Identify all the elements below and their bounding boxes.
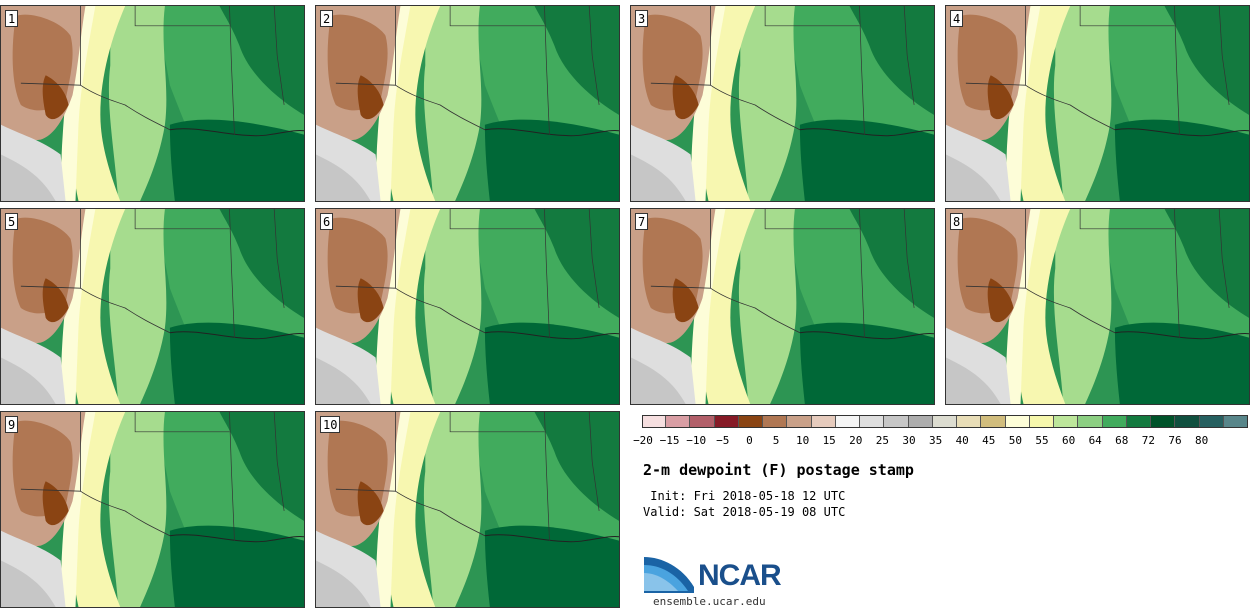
- colorbar-cell: [1005, 415, 1030, 428]
- colorbar-tick-label: 64: [1088, 434, 1102, 447]
- member-number: 7: [635, 213, 649, 230]
- colorbar-cell: [1151, 415, 1176, 428]
- chart-title: 2-m dewpoint (F) postage stamp: [643, 461, 914, 479]
- colorbar-cell: [714, 415, 739, 428]
- ncar-swoosh-icon: [644, 557, 694, 593]
- ensemble-member-panel: 6: [315, 208, 620, 405]
- colorbar-cell: [666, 415, 691, 428]
- colorbar-cell: [690, 415, 715, 428]
- colorbar-cell: [1029, 415, 1055, 428]
- colorbar-cell: [763, 415, 788, 428]
- colorbar-tick-label: 5: [772, 434, 780, 447]
- colorbar-cell: [738, 415, 764, 428]
- dewpoint-map: [316, 412, 619, 607]
- dewpoint-map: [1, 6, 304, 201]
- colorbar-tick-label: 68: [1115, 434, 1129, 447]
- colorbar-tick-label: 30: [902, 434, 916, 447]
- colorbar-tick-label: −10: [686, 434, 707, 447]
- colorbar-cell: [932, 415, 958, 428]
- member-number: 6: [320, 213, 334, 230]
- valid-time: Valid: Sat 2018-05-19 08 UTC: [643, 505, 846, 519]
- colorbar-cell: [860, 415, 885, 428]
- dewpoint-map: [631, 6, 934, 201]
- ensemble-member-panel: 7: [630, 208, 935, 405]
- ncar-logo-text: NCAR: [698, 559, 782, 592]
- member-number: 4: [950, 10, 964, 27]
- ensemble-member-panel: 2: [315, 5, 620, 202]
- dewpoint-map: [316, 6, 619, 201]
- colorbar-tick-label: 45: [982, 434, 996, 447]
- ensemble-member-panel: 4: [945, 5, 1250, 202]
- ensemble-url[interactable]: ensemble.ucar.edu: [653, 595, 766, 608]
- member-number: 8: [950, 213, 964, 230]
- dewpoint-map: [1, 412, 304, 607]
- member-number: 3: [635, 10, 649, 27]
- colorbar-cell: [1199, 415, 1224, 428]
- init-time: Init: Fri 2018-05-18 12 UTC: [643, 489, 846, 503]
- colorbar-tick-label: 0: [746, 434, 753, 447]
- dewpoint-map: [1, 209, 304, 404]
- colorbar-cell: [981, 415, 1006, 428]
- colorbar-cell: [642, 415, 667, 428]
- colorbar-cell: [1054, 415, 1079, 428]
- colorbar-tick-label: 10: [795, 434, 810, 447]
- dewpoint-map: [631, 209, 934, 404]
- dewpoint-map: [316, 209, 619, 404]
- colorbar-tick-label: 72: [1141, 434, 1156, 447]
- colorbar-tick-label: −5: [716, 434, 730, 447]
- ensemble-member-panel: 8: [945, 208, 1250, 405]
- colorbar-tick-label: 50: [1008, 434, 1023, 447]
- dewpoint-map: [946, 6, 1249, 201]
- ensemble-member-panel: 9: [0, 411, 305, 608]
- colorbar-cell: [1126, 415, 1152, 428]
- ncar-logo: NCAR: [642, 553, 792, 595]
- colorbar: −20 −15 −10 −5 0 5 10 15 20 25 30 35 40 45 50 55 60 64 68 7…: [633, 415, 1248, 447]
- colorbar-cell: [908, 415, 933, 428]
- colorbar-tick-label: 76: [1168, 434, 1182, 447]
- colorbar-tick-label: 40: [955, 434, 969, 447]
- ensemble-member-panel: 5: [0, 208, 305, 405]
- colorbar-tick-label: −15: [659, 434, 680, 447]
- ensemble-member-panel: 10: [315, 411, 620, 608]
- colorbar-tick-label: 25: [875, 434, 890, 447]
- colorbar-tick-label: 60: [1061, 434, 1076, 447]
- colorbar-cell: [1175, 415, 1200, 428]
- colorbar-cell: [1102, 415, 1127, 428]
- ensemble-member-panel: 3: [630, 5, 935, 202]
- colorbar-tick-label: 55: [1035, 434, 1049, 447]
- colorbar-cell: [957, 415, 982, 428]
- ensemble-member-panel: 1: [0, 5, 305, 202]
- member-number: 9: [5, 416, 19, 433]
- colorbar-cell: [1078, 415, 1103, 428]
- member-number: 1: [5, 10, 19, 27]
- colorbar-frame: [642, 415, 1248, 428]
- member-number: 5: [5, 213, 19, 230]
- colorbar-cell: [787, 415, 812, 428]
- member-number: 2: [320, 10, 334, 27]
- colorbar-cell: [884, 415, 909, 428]
- colorbar-cell: [835, 415, 861, 428]
- colorbar-tick-label: 15: [822, 434, 836, 447]
- dewpoint-map: [946, 209, 1249, 404]
- colorbar-tick-label: −20: [633, 434, 653, 447]
- colorbar-tick-label: 80: [1194, 434, 1209, 447]
- colorbar-tick-label: 20: [849, 434, 863, 447]
- colorbar-cell: [811, 415, 836, 428]
- member-number: 10: [320, 416, 341, 433]
- colorbar-tick-label: 35: [928, 434, 943, 447]
